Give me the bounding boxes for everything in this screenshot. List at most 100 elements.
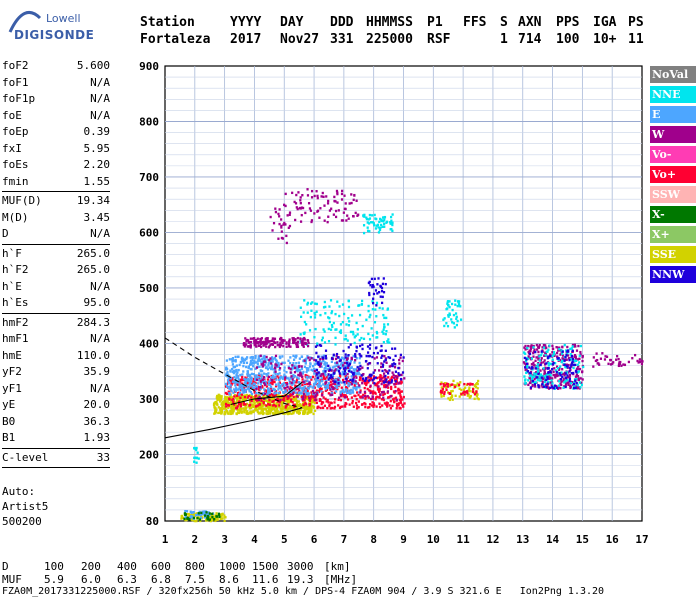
scatter-point [349,382,352,386]
scatter-point [371,214,374,217]
scatter-point [358,338,361,342]
scatter-point [236,375,239,379]
scatter-point [189,517,193,521]
scatter-point [542,361,545,364]
scatter-point [533,378,536,381]
scatter-point [208,518,212,521]
scatter-point [529,386,533,389]
scatter-point [332,379,335,383]
scatter-point [255,366,258,369]
scatter-point [381,330,384,334]
scatter-point [324,312,327,315]
scatter-point [333,195,336,199]
scatter-point [326,220,329,224]
scatter-point [307,394,310,398]
scatter-point [464,386,467,389]
scatter-point [207,515,210,518]
scatter-point [548,377,551,380]
scatter-point [353,336,356,339]
scatter-point [291,389,294,392]
scatter-point [342,390,345,393]
scatter-point [205,511,208,514]
scatter-point [562,386,565,389]
header-label: FFS [463,15,487,30]
scatter-point [306,344,310,348]
scatter-point [235,364,238,367]
scatter-point [283,387,286,390]
scatter-point [375,346,378,349]
scatter-point [638,360,642,364]
scatter-point [319,362,323,365]
scatter-point [564,356,567,359]
scatter-point [313,358,316,362]
scatter-point [278,404,281,407]
scatter-point [223,412,226,416]
scatter-point [378,389,381,393]
scatter-point [294,366,297,370]
scatter-point [572,386,576,390]
scatter-point [338,380,341,383]
scatter-point [532,350,535,353]
scatter-point [374,227,378,230]
scatter-point [227,386,231,390]
scatter-point [218,513,221,517]
scatter-point [525,358,528,361]
scatter-point [375,382,378,386]
scatter-point [323,385,327,388]
scatter-point [185,512,189,516]
scatter-point [297,361,301,364]
scatter-point [477,397,480,401]
scatter-point [568,369,571,373]
scatter-point [578,381,581,384]
scatter-point [263,381,266,385]
scatter-point [283,366,286,369]
scatter-point [368,293,371,297]
scatter-point [265,404,268,407]
scatter-point [579,350,582,354]
scatter-point [571,380,574,384]
scatter-point [383,355,386,358]
scatter-point [310,395,313,398]
scatter-point [355,346,359,349]
scatter-point [246,356,249,359]
scatter-point [307,202,311,205]
scatter-point [376,362,379,365]
scatter-point [399,394,402,397]
scatter-point [315,310,318,314]
scatter-point [563,372,566,375]
scatter-point [296,385,299,389]
scatter-point [372,292,376,296]
param-value: 5.600 [76,59,110,72]
scatter-point [291,383,294,386]
header-value: 11 [628,32,644,47]
scatter-point [263,383,267,386]
scatter-point [247,374,250,378]
scatter-point [386,390,390,393]
scatter-point [297,373,300,377]
scatter-point [390,385,393,389]
scatter-point [523,356,526,360]
scatter-point [547,355,550,358]
scatter-point [361,379,364,382]
param-row: h`F2 265.0 [2,262,110,279]
scatter-point [247,366,250,369]
scatter-point [340,192,344,196]
scatter-point [287,343,291,346]
scatter-point [330,310,334,313]
scatter-point [365,318,368,321]
scatter-point [541,375,544,378]
scatter-point [313,316,317,319]
scatter-point [232,408,235,411]
scatter-point [304,374,307,377]
scatter-point [456,382,459,385]
scatter-point [258,356,261,360]
scatter-point [371,401,374,404]
scatter-point [538,355,541,358]
scatter-point [296,365,299,368]
muf-table-cell: 11.6 [252,573,279,586]
scatter-point [279,344,283,347]
scatter-point [524,382,527,385]
scatter-point [542,346,546,349]
scatter-point [262,362,265,365]
scatter-point [225,366,228,369]
